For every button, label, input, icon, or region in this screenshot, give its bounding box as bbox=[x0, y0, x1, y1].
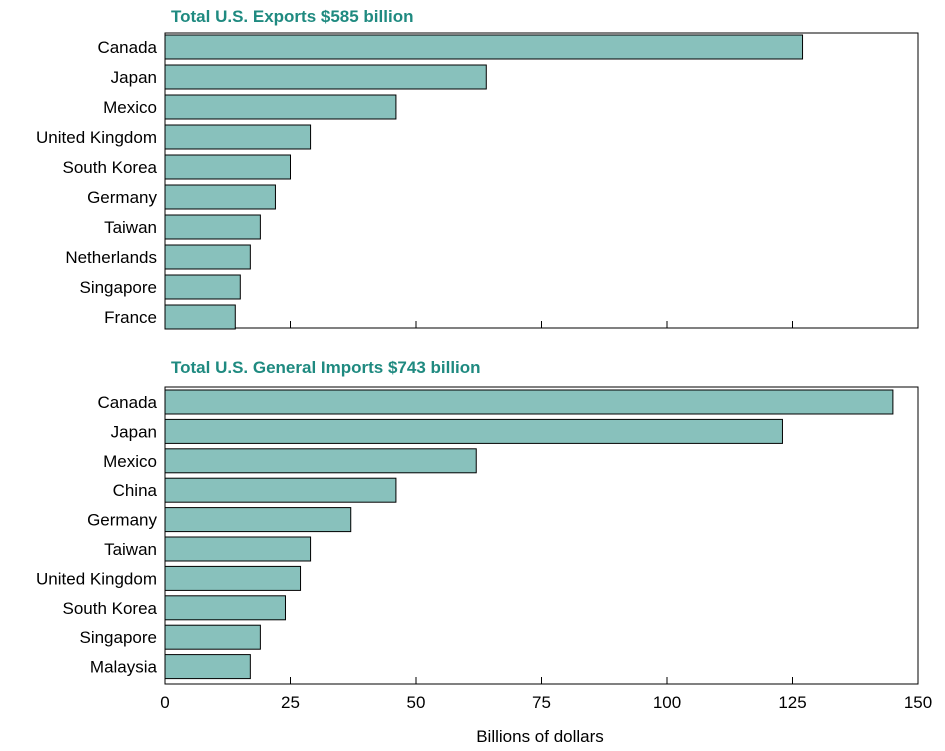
x-tick-label: 125 bbox=[778, 693, 806, 712]
panel-title: Total U.S. General Imports $743 billion bbox=[171, 358, 481, 377]
x-tick-label: 0 bbox=[160, 693, 169, 712]
category-label: Mexico bbox=[103, 452, 157, 471]
category-label: South Korea bbox=[62, 599, 157, 618]
bar-mexico bbox=[164, 448, 477, 474]
category-label: Germany bbox=[87, 188, 157, 207]
category-label: South Korea bbox=[62, 158, 157, 177]
bar-germany bbox=[164, 184, 276, 210]
category-label: Malaysia bbox=[90, 658, 158, 677]
bar-south-korea bbox=[164, 154, 291, 180]
category-label: Taiwan bbox=[104, 218, 157, 237]
panel-title: Total U.S. Exports $585 billion bbox=[171, 7, 413, 26]
x-axis-label: Billions of dollars bbox=[476, 727, 604, 746]
category-label: Japan bbox=[111, 422, 157, 441]
bar-france bbox=[164, 304, 236, 330]
bar-canada bbox=[164, 389, 894, 415]
x-tick-label: 75 bbox=[532, 693, 551, 712]
x-tick-label: 50 bbox=[407, 693, 426, 712]
bar-netherlands bbox=[164, 244, 251, 270]
category-label: Mexico bbox=[103, 98, 157, 117]
bar-malaysia bbox=[164, 654, 251, 680]
category-label: China bbox=[113, 481, 158, 500]
category-label: Canada bbox=[97, 38, 157, 57]
x-tick-label: 150 bbox=[904, 693, 932, 712]
bar-canada bbox=[164, 34, 804, 60]
bar-singapore bbox=[164, 274, 241, 300]
category-label: United Kingdom bbox=[36, 128, 157, 147]
bar-china bbox=[164, 477, 397, 503]
category-label: France bbox=[104, 308, 157, 327]
category-label: Taiwan bbox=[104, 540, 157, 559]
bar-japan bbox=[164, 418, 783, 444]
x-tick-label: 25 bbox=[281, 693, 300, 712]
category-label: Singapore bbox=[79, 278, 157, 297]
category-label: Germany bbox=[87, 511, 157, 530]
bar-japan bbox=[164, 64, 487, 90]
category-label: Singapore bbox=[79, 628, 157, 647]
bar-south-korea bbox=[164, 595, 286, 621]
bar-germany bbox=[164, 507, 352, 533]
bar-singapore bbox=[164, 624, 261, 650]
bar-united-kingdom bbox=[164, 124, 312, 150]
panel-2: Total U.S. General Imports $743 billion C… bbox=[36, 358, 932, 712]
bar-united-kingdom bbox=[164, 565, 302, 591]
x-tick-label: 100 bbox=[653, 693, 681, 712]
category-label: Japan bbox=[111, 68, 157, 87]
bar-taiwan bbox=[164, 214, 261, 240]
category-label: Canada bbox=[97, 393, 157, 412]
bar-mexico bbox=[164, 94, 397, 120]
category-label: Netherlands bbox=[65, 248, 157, 267]
bar-taiwan bbox=[164, 536, 312, 562]
panel-1: Total U.S. Exports $585 billion Canada Jap… bbox=[36, 7, 919, 330]
category-label: United Kingdom bbox=[36, 569, 157, 588]
